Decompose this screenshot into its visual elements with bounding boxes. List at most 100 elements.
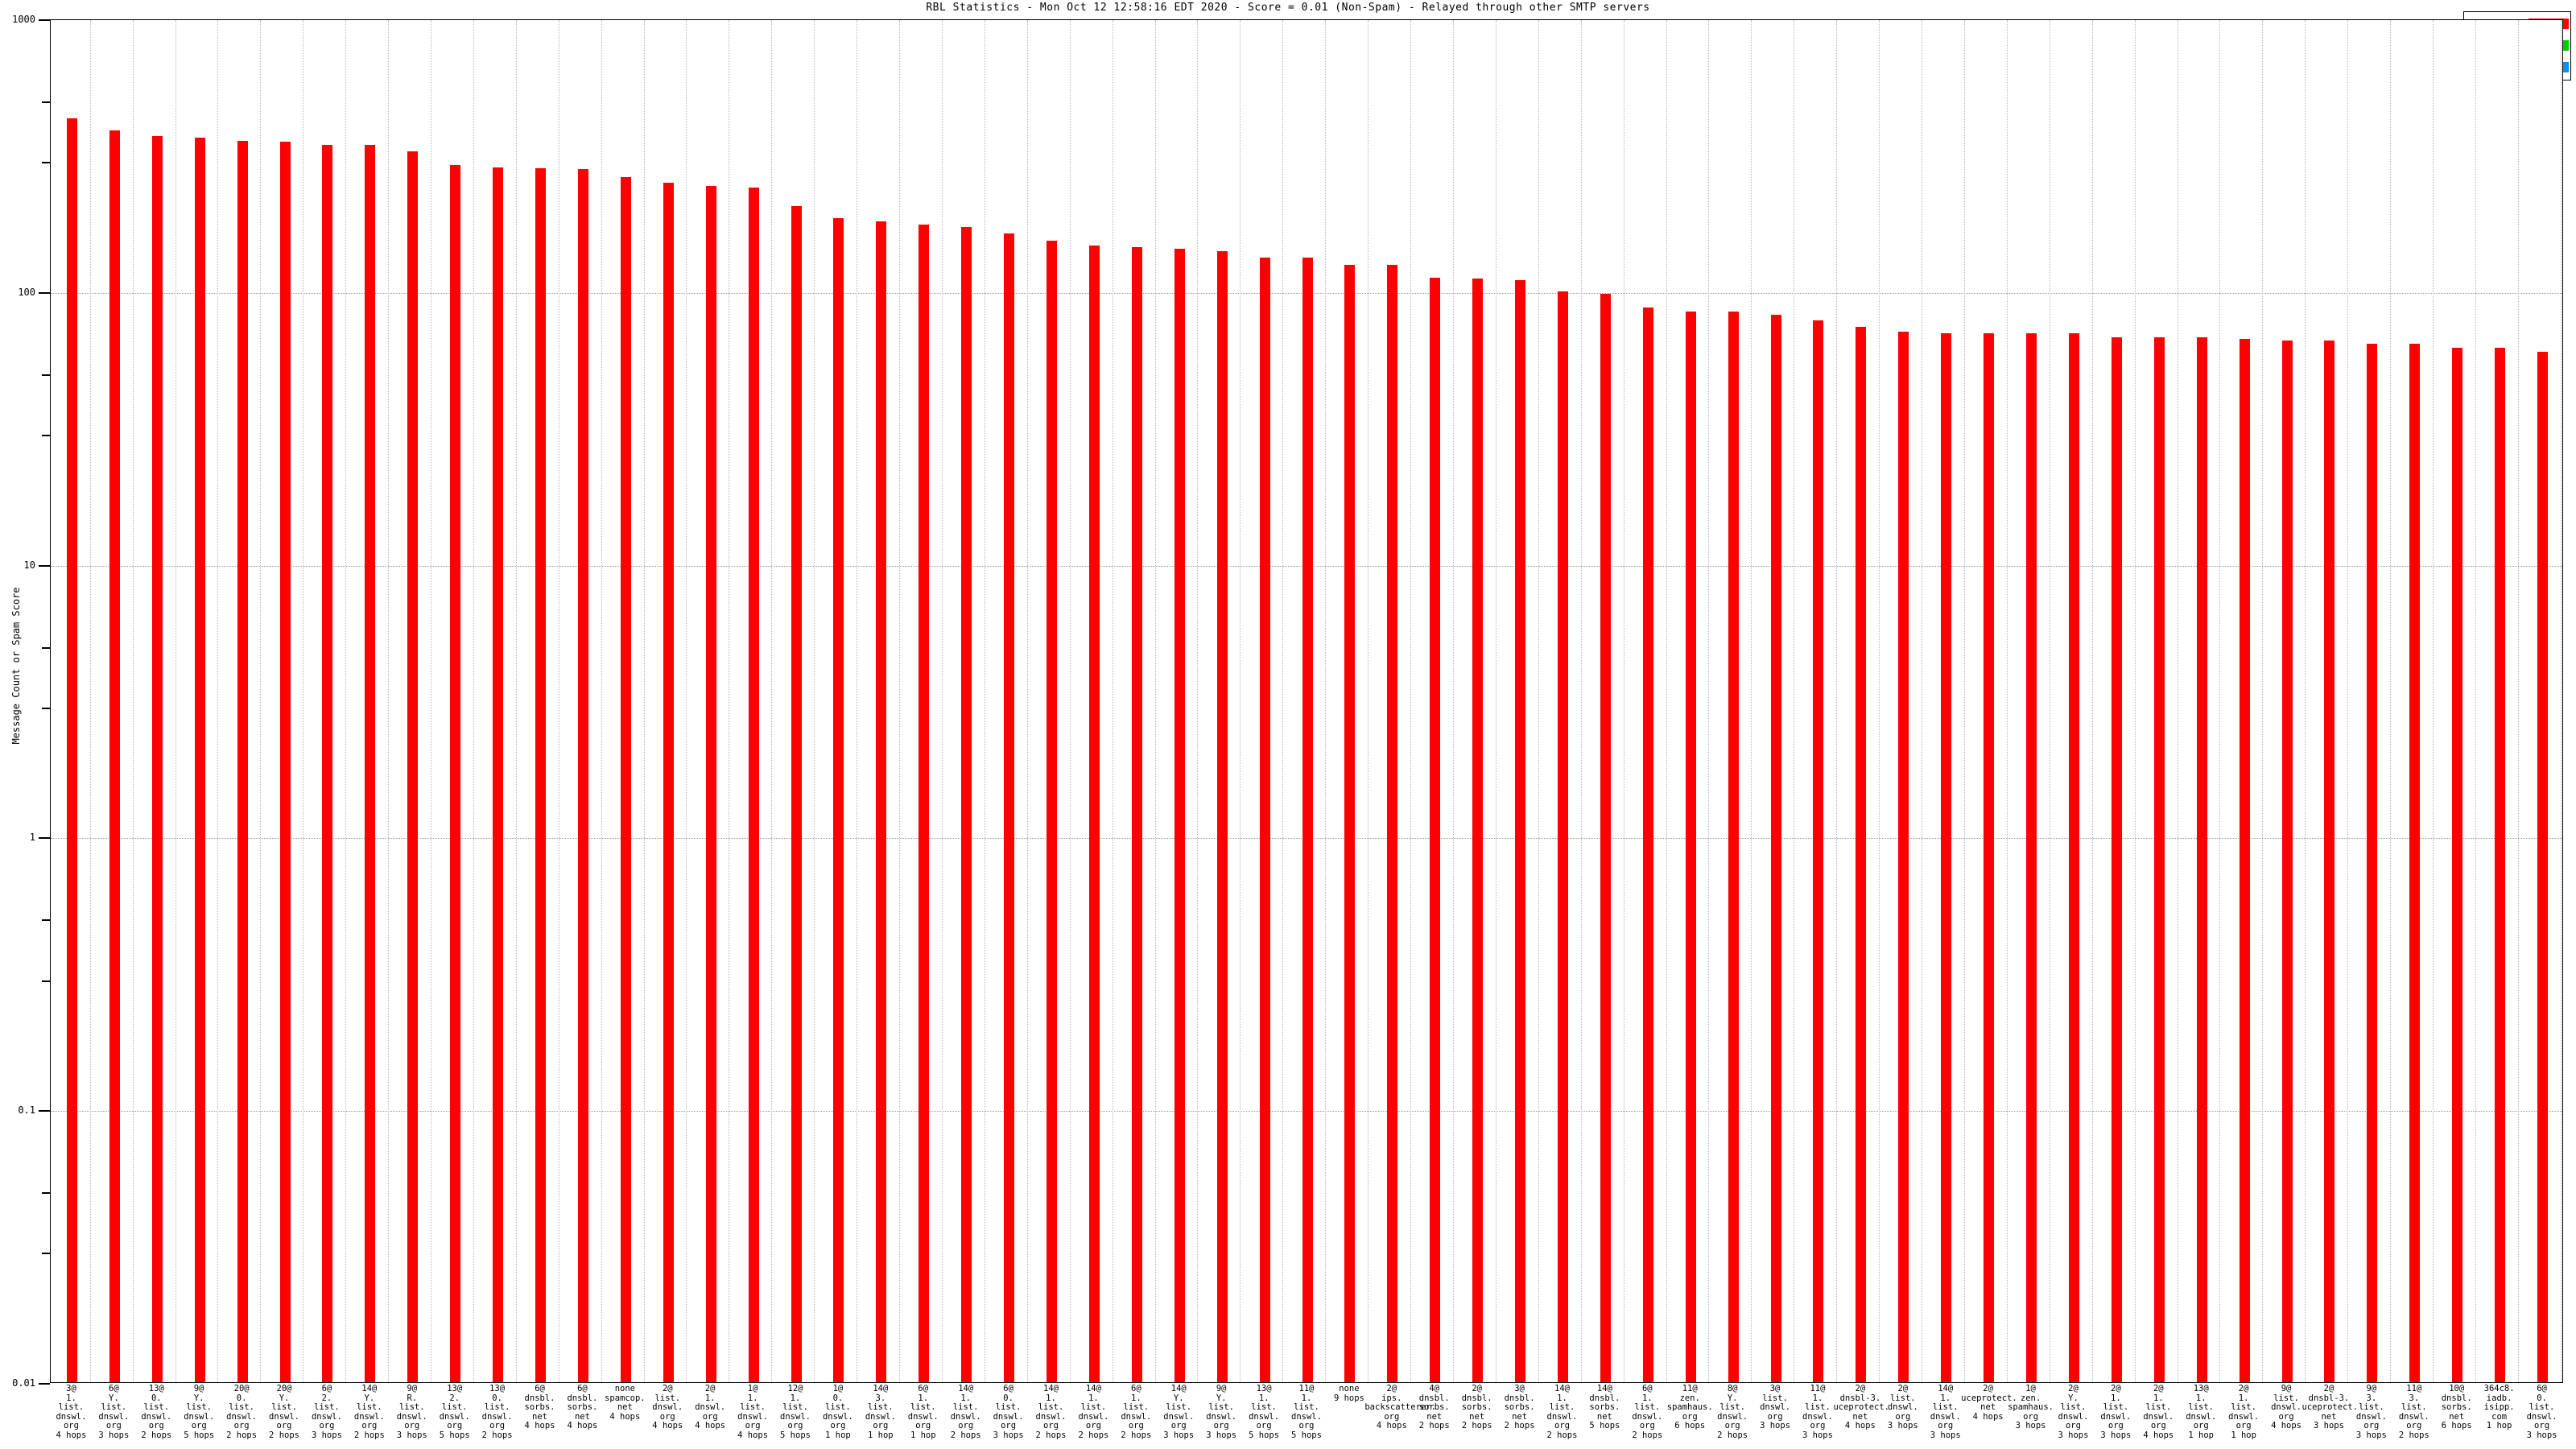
bar [1515, 279, 1525, 1382]
x-axis-label-line: 2@ [2323, 1384, 2334, 1393]
x-axis-label-line: list. [2273, 1393, 2299, 1403]
y-axis-tick-minor [42, 1253, 50, 1255]
x-axis-label-line: org [2235, 1421, 2252, 1430]
x-axis-label-line: 4@ [1429, 1384, 1440, 1393]
gridline-vertical [814, 20, 815, 1382]
x-axis-label-line: list. [2145, 1402, 2172, 1412]
x-axis-label-line: 3 hops [2526, 1430, 2557, 1440]
x-axis-label-line: dnsbl-3. [2308, 1393, 2350, 1403]
bar [2409, 344, 2420, 1382]
x-axis-label: 13@ 0. list. dnswl. org 2 hops [470, 1384, 524, 1440]
gridline-vertical [1666, 20, 1667, 1382]
x-axis-label-line: list. [1251, 1402, 1277, 1412]
x-axis-label-line: org [787, 1421, 803, 1430]
x-axis-label-line: 4 hops [609, 1411, 641, 1422]
x-axis-label-line: org [233, 1421, 250, 1430]
x-axis-label: 9@ Y. list. dnswl. org 5 hops [172, 1384, 226, 1440]
x-axis-label-line: 1. [2153, 1393, 2164, 1403]
x-axis-label-line: 4 hops [2271, 1421, 2301, 1430]
x-axis-label-line: Y. [2068, 1393, 2079, 1403]
x-axis-label-line: 2 hops [2398, 1430, 2429, 1440]
x-axis-label-line: uceprotect. [2301, 1402, 2359, 1412]
x-axis-label-line: 1 hop [868, 1430, 894, 1440]
x-axis-label-line: list. [1762, 1393, 1788, 1403]
y-axis-tick-major [39, 1110, 50, 1113]
x-axis-label-line: dnswl. [2186, 1411, 2217, 1422]
x-axis-label: 6@ Y. list. dnswl. org 3 hops [87, 1384, 141, 1440]
bar [2495, 348, 2505, 1382]
x-axis-label-line: list. [1080, 1402, 1107, 1412]
x-axis-label-line: sorbs. [2441, 1402, 2472, 1412]
gridline-vertical [175, 20, 176, 1382]
x-axis-label-line: 1. [2195, 1393, 2207, 1403]
x-axis-label-line: 11@ [2406, 1384, 2422, 1393]
x-axis-label-line: dnswl. [695, 1402, 726, 1412]
x-axis-label-line: 14@ [1554, 1384, 1570, 1393]
x-axis-label-line: 4 hops [2143, 1430, 2174, 1440]
bar [919, 225, 929, 1382]
x-axis-label: 13@ 2. list. dnswl. org 5 hops [427, 1384, 481, 1440]
gridline-vertical [2135, 20, 2136, 1382]
x-axis-label-line: 0. [492, 1393, 502, 1403]
x-axis-label-line: Y. [109, 1393, 119, 1403]
x-axis-label-line: dnswl. [2143, 1411, 2174, 1422]
bar [1174, 249, 1185, 1382]
x-axis-label-line: 1 hop [2231, 1430, 2256, 1440]
gridline-vertical [473, 20, 474, 1382]
bar [2282, 340, 2293, 1382]
x-axis-label-line: list. [229, 1402, 254, 1412]
x-axis-label-line: 2@ [662, 1384, 673, 1393]
x-axis-label-line: 3 hops [396, 1430, 427, 1440]
x-axis-label: 2@ dnsbl-3. uceprotect. net 3 hops [2301, 1384, 2359, 1431]
x-axis-label-line: net [2321, 1411, 2337, 1422]
x-axis-label-line: 3 hops [1930, 1430, 1961, 1440]
gridline-vertical [2475, 20, 2476, 1382]
x-axis-label: 2@ 1. list. dnswl. org 3 hops [2089, 1384, 2143, 1440]
x-axis-label-line: org [1256, 1421, 1272, 1430]
gridline-vertical [2518, 20, 2519, 1382]
x-axis-label-line: 1@ [747, 1384, 758, 1393]
x-axis-label-line: net [1980, 1402, 1996, 1412]
x-axis-label-line: 3 hops [1887, 1421, 1918, 1430]
x-axis-label-line: dnswl. [439, 1411, 470, 1422]
x-axis-label-line: Y. [1216, 1393, 1227, 1403]
x-axis-label-line: spamhaus. [2008, 1402, 2054, 1412]
bar [1004, 233, 1014, 1382]
x-axis-label-line: 2@ [2068, 1384, 2079, 1393]
x-axis-label-line: 14@ [1938, 1384, 1954, 1393]
x-axis-label-line: Y. [1727, 1393, 1738, 1403]
x-axis-label-line: dnswl. [950, 1411, 981, 1422]
x-axis-label-line: org [2065, 1421, 2081, 1430]
x-axis-label-line: com [2491, 1411, 2508, 1422]
gridline-vertical [1836, 20, 1837, 1382]
x-axis-label-line: 12@ [787, 1384, 803, 1393]
x-axis-label-line: 14@ [361, 1384, 378, 1393]
x-axis-label: 14@ Y. list. dnswl. org 3 hops [1152, 1384, 1206, 1440]
bar [833, 217, 844, 1382]
x-axis-label-line: org [659, 1411, 675, 1422]
gridline-vertical [345, 20, 346, 1382]
x-axis-label: 11@ zen. spamhaus. org 6 hops [1663, 1384, 1717, 1431]
x-axis-label-line: list. [101, 1402, 127, 1412]
gridline-vertical [2561, 20, 2562, 1382]
x-axis-label: 9@ Y. list. dnswl. org 3 hops [1195, 1384, 1249, 1440]
x-axis-label-line: org [2363, 1421, 2380, 1430]
x-axis-label-line: 3 hops [993, 1430, 1024, 1440]
x-axis-label-line: uceprotect. [1833, 1402, 1889, 1412]
x-axis-label-line: 3. [2366, 1393, 2377, 1403]
x-axis-label-line: 3. [2409, 1393, 2420, 1403]
x-axis-label-line: 6@ [109, 1384, 119, 1393]
bar [365, 145, 375, 1382]
gridline-vertical [1453, 20, 1454, 1382]
x-axis-label-line: org [105, 1421, 122, 1430]
x-axis-label-line: dnswl. [822, 1411, 853, 1422]
gridline-vertical [686, 20, 687, 1382]
y-axis-title: Message Count or Spam Score [10, 587, 22, 745]
x-axis-label-line: 4 hops [56, 1430, 87, 1440]
x-axis-label: 3@ dnsbl. sorbs. net 2 hops [1492, 1384, 1546, 1431]
y-axis-tick-label: 10 [23, 559, 35, 571]
bar [2367, 344, 2377, 1382]
bar [1898, 332, 1909, 1382]
x-axis-label-line: 364c8. [2483, 1384, 2515, 1393]
